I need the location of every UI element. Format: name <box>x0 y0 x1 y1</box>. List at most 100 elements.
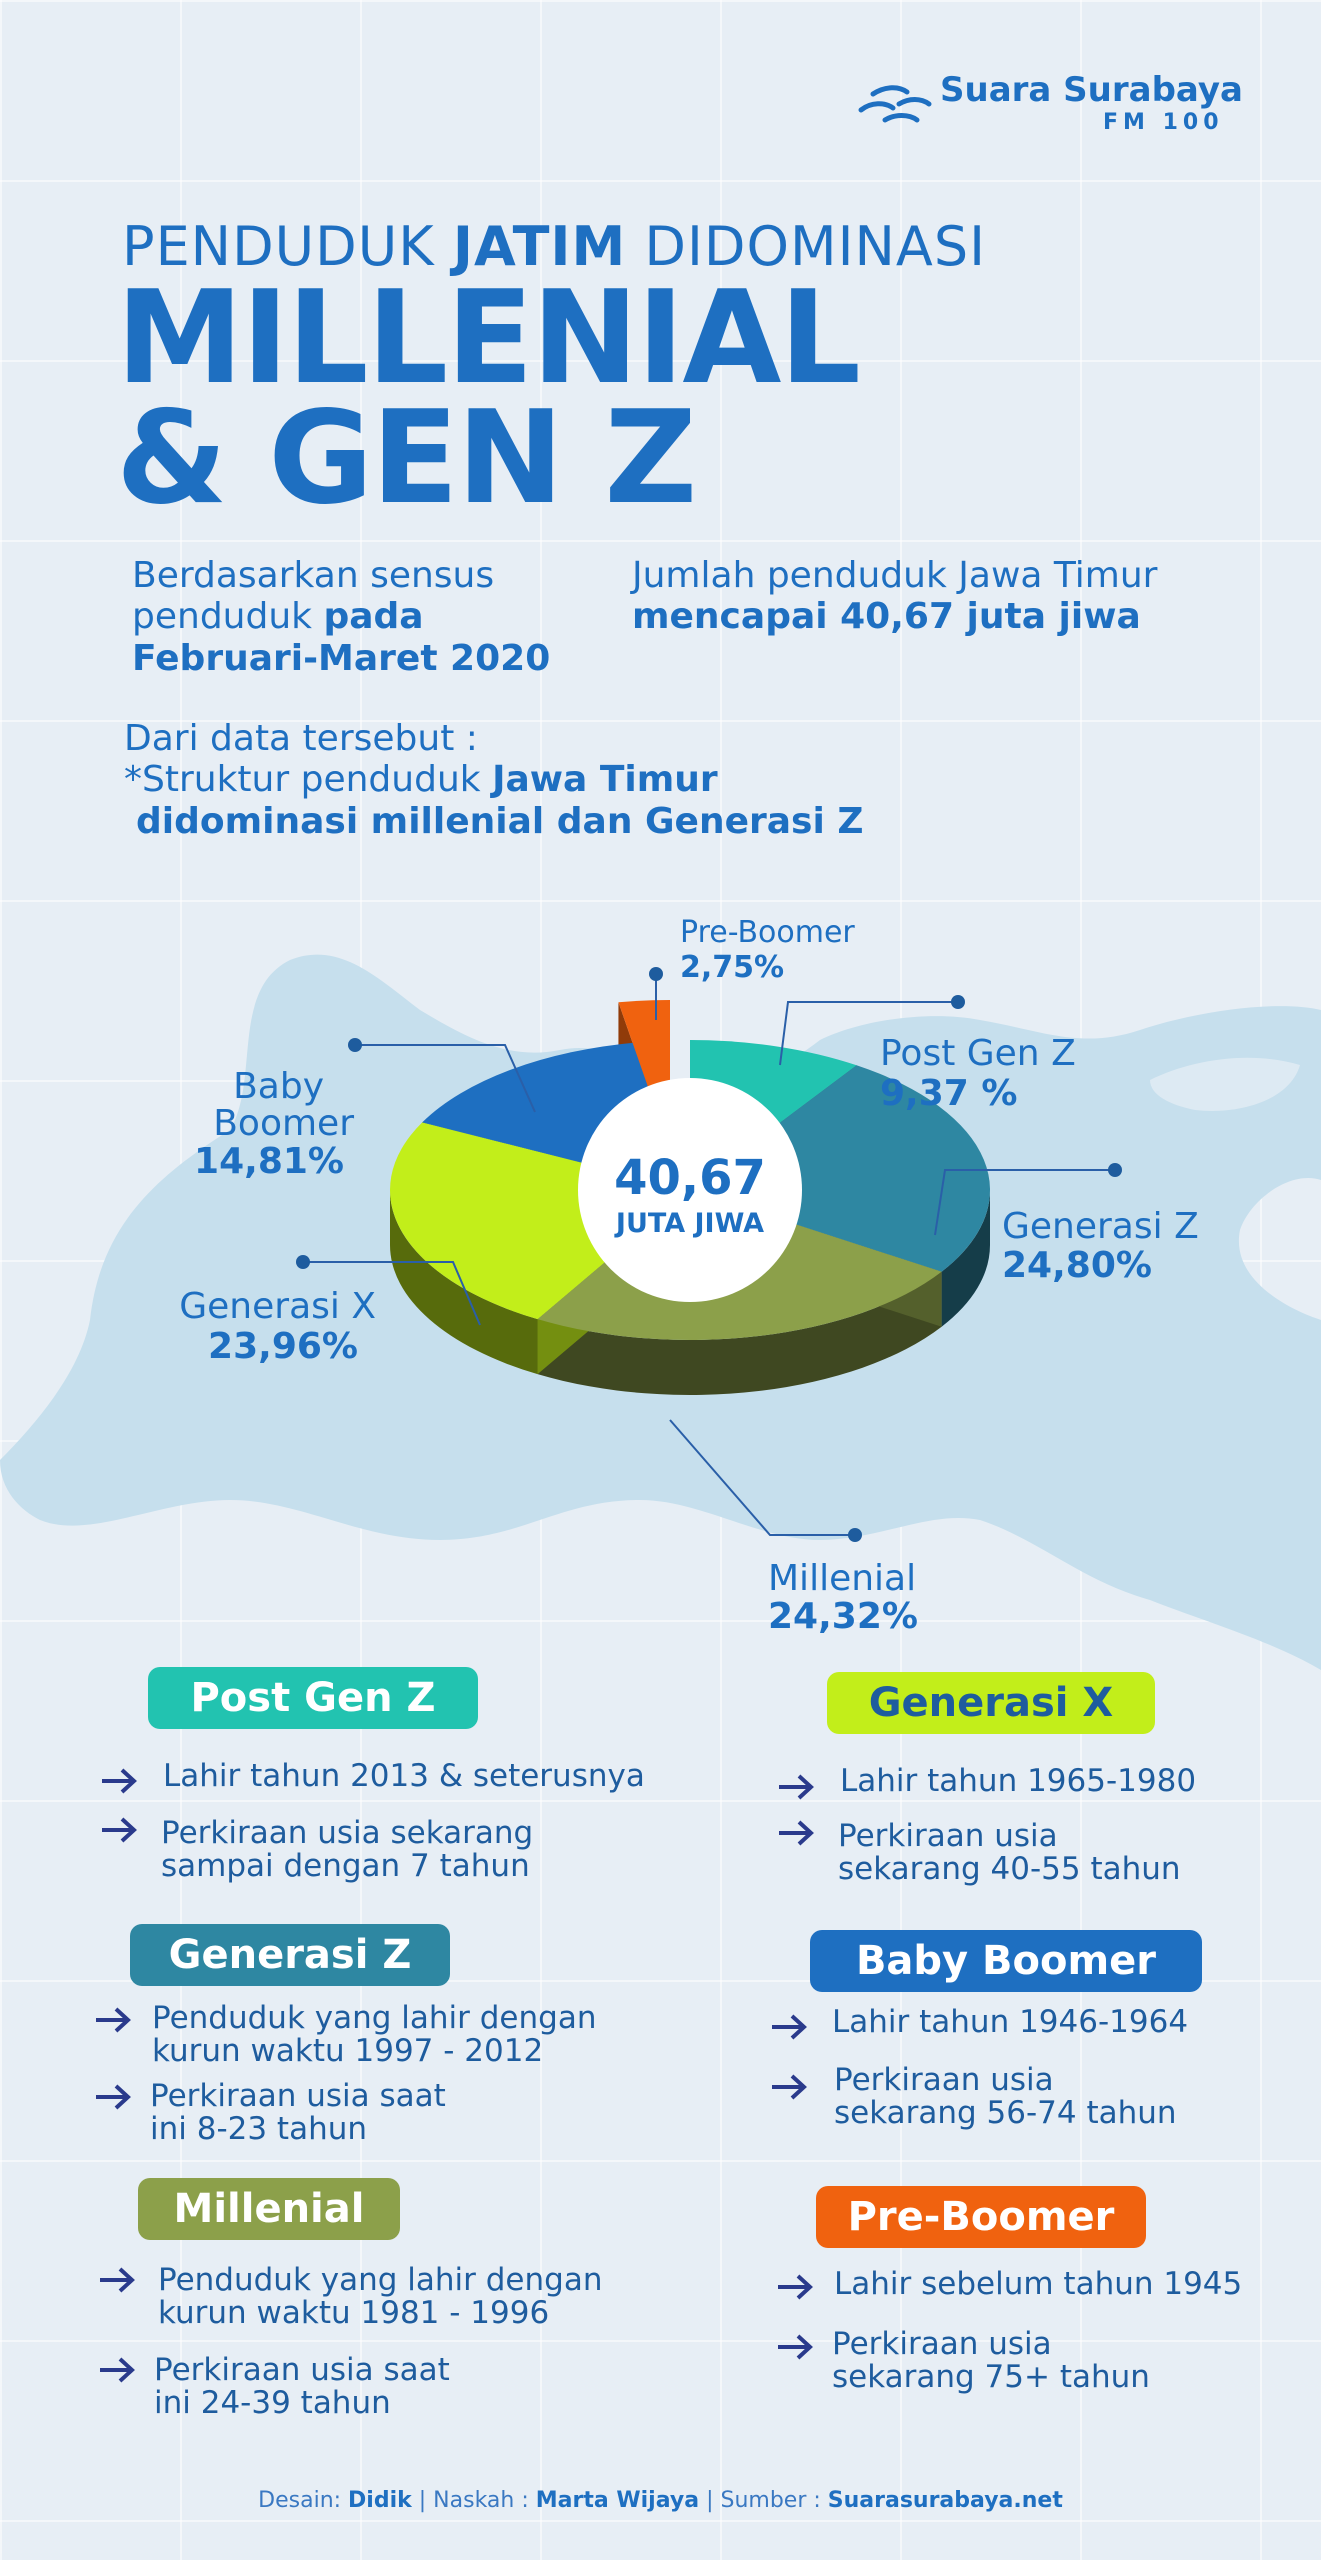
headline-bold: JATIM <box>452 215 627 278</box>
footer-sumber: Suarasurabaya.net <box>827 2488 1063 2513</box>
legend-pre-boomer-item2b: sekarang 75+ tahun <box>832 2358 1150 2395</box>
headline-gen-z: & GEN Z <box>116 384 697 533</box>
legend-millenial-item2a: Perkiraan usia saat <box>154 2352 450 2388</box>
leader-line-generasi-z <box>934 1169 1115 1236</box>
headline-millenial: MILLENIAL <box>116 264 861 413</box>
arrow-right-icon <box>772 2074 807 2100</box>
legend-generasi-x-item2: Perkiraan usia sekarang 40-55 tahun <box>838 1820 1181 1885</box>
logo-mark-icon <box>858 85 932 123</box>
legend-generasi-z-item2: Perkiraan usia saat ini 8-23 tahun <box>150 2080 446 2145</box>
arrow-right-icon <box>772 2014 807 2040</box>
intro-right: Jumlah penduduk Jawa Timur mencapai 40,6… <box>632 555 1312 638</box>
intro-left-line3: Februari-Maret 2020 <box>132 637 551 679</box>
label-name-post-gen-z: Post Gen Z <box>880 1033 1076 1074</box>
legend-millenial-item1: Penduduk yang lahir dengan kurun waktu 19… <box>158 2264 602 2329</box>
intro-from-data: Dari data tersebut : <box>124 718 478 759</box>
intro-left-line1: Berdasarkan sensus <box>132 555 495 596</box>
arrow-right-icon <box>102 1768 137 1794</box>
legend-millenial-title: Millenial <box>138 2178 400 2240</box>
leader-dot-baby-boomer <box>348 1038 362 1052</box>
legend-baby-boomer-title: Baby Boomer <box>810 1930 1202 1992</box>
label-value-millenial: 24,32% <box>768 1596 918 1637</box>
leader-line-post-gen-z <box>779 1001 958 1066</box>
legend-baby-boomer-item2a: Perkiraan usia <box>834 2062 1054 2098</box>
arrow-right-icon <box>778 2334 813 2360</box>
intro-struct-line1: *Struktur penduduk Jawa Timur <box>124 759 1224 800</box>
pie-center-circle <box>578 1078 802 1302</box>
logo-sub: FM 100 <box>1103 110 1224 135</box>
leader-dot-millenial <box>848 1528 862 1542</box>
legend-millenial-item1a: Penduduk yang lahir dengan <box>158 2262 603 2298</box>
legend-baby-boomer-item1: Lahir tahun 1946-1964 <box>832 2004 1189 2040</box>
legend-pre-boomer-item2a: Perkiraan usia <box>832 2326 1052 2362</box>
legend-pre-boomer-item2: Perkiraan usia sekarang 75+ tahun <box>832 2328 1150 2393</box>
pie-side-generasi-x <box>390 1190 538 1375</box>
legend-generasi-z-item1a: Penduduk yang lahir dengan <box>152 2000 597 2036</box>
leader-dot-post-gen-z <box>951 995 965 1009</box>
legend-generasi-x-item1: Lahir tahun 1965-1980 <box>840 1763 1197 1799</box>
legend-post-gen-z-item2: Perkiraan usia sekarang sampai dengan 7 t… <box>161 1817 533 1882</box>
legend-generasi-z-item1: Penduduk yang lahir dengan kurun waktu 19… <box>152 2002 596 2067</box>
leader-dot-generasi-x <box>296 1255 310 1269</box>
intro-struct-c: didominasi millenial dan Generasi Z <box>136 800 864 842</box>
leader-line-baby-boomer <box>355 1044 536 1113</box>
legend-generasi-z-item2b: ini 8-23 tahun <box>150 2110 368 2147</box>
intro-right-line1: Jumlah penduduk Jawa Timur <box>632 555 1158 596</box>
pie-side-generasi-z <box>941 1190 990 1327</box>
leader-dot-generasi-z <box>1108 1163 1122 1177</box>
headline-line1: PENDUDUK JATIM DIDOMINASI <box>122 215 986 278</box>
label-value-generasi-z: 24,80% <box>1002 1245 1152 1286</box>
headline-pre: PENDUDUK <box>122 215 453 278</box>
label-name-millenial: Millenial <box>768 1558 916 1599</box>
footer-naskah-label: | Naskah : <box>411 2488 536 2513</box>
leader-line-millenial <box>669 1419 855 1536</box>
label-value-post-gen-z: 9,37 % <box>880 1073 1017 1114</box>
footer-credits: Desain: Didik | Naskah : Marta Wijaya | … <box>0 2488 1321 2513</box>
arrow-right-icon <box>96 2084 131 2110</box>
legend-pre-boomer-title: Pre-Boomer <box>816 2186 1146 2248</box>
legend-generasi-z-item1b: kurun waktu 1997 - 2012 <box>152 2032 544 2069</box>
intro-structure: Dari data tersebut : *Struktur penduduk … <box>124 718 1224 842</box>
legend-generasi-z-title: Generasi Z <box>130 1924 450 1986</box>
pie-center-value: 40,67 <box>614 1150 766 1206</box>
label-name-baby-boomer: Baby <box>233 1066 324 1107</box>
leader-line-generasi-x <box>303 1261 481 1326</box>
legend-millenial-item1b: kurun waktu 1981 - 1996 <box>158 2294 550 2331</box>
legend-millenial-item2b: ini 24-39 tahun <box>154 2384 391 2421</box>
label-name-generasi-x: Generasi X <box>179 1286 376 1327</box>
legend-post-gen-z-item2b: sampai dengan 7 tahun <box>161 1847 530 1884</box>
legend-millenial-item2: Perkiraan usia saat ini 24-39 tahun <box>154 2354 450 2419</box>
intro-left-line2a: penduduk <box>132 596 324 638</box>
intro-left-line2b: pada <box>323 596 424 638</box>
arrow-right-icon <box>778 2274 813 2300</box>
leader-dot-pre-boomer <box>649 967 663 981</box>
legend-generasi-z-item2a: Perkiraan usia saat <box>150 2078 446 2114</box>
label-value-baby-boomer: 14,81% <box>194 1141 344 1182</box>
footer-desain: Didik <box>348 2488 412 2513</box>
label-value-generasi-x: 23,96% <box>208 1326 358 1367</box>
label-name-baby-boomer: Boomer <box>213 1103 354 1144</box>
legend-generasi-x-item2a: Perkiraan usia <box>838 1818 1058 1854</box>
footer-naskah: Marta Wijaya <box>535 2488 700 2513</box>
legend-post-gen-z-title: Post Gen Z <box>148 1667 478 1729</box>
legend-baby-boomer-item2b: sekarang 56-74 tahun <box>834 2094 1177 2131</box>
pie-center-label: JUTA JIWA <box>614 1208 764 1239</box>
arrow-right-icon <box>100 2267 135 2293</box>
legend-post-gen-z-item2a: Perkiraan usia sekarang <box>161 1815 534 1851</box>
intro-right-line2: mencapai 40,67 juta jiwa <box>632 596 1141 638</box>
legend-post-gen-z-item1: Lahir tahun 2013 & seterusnya <box>163 1758 645 1794</box>
arrow-right-icon <box>102 1817 137 1843</box>
suara-surabaya-logo: Suara Surabaya FM 100 <box>855 68 1255 148</box>
pie-slice-generasi-z <box>690 1065 991 1272</box>
logo-name: Suara Surabaya <box>940 70 1243 110</box>
label-value-pre-boomer: 2,75% <box>680 950 784 985</box>
legend-pre-boomer-item1: Lahir sebelum tahun 1945 <box>834 2266 1243 2302</box>
pie-side-millenial <box>537 1271 942 1395</box>
arrow-right-icon <box>779 1774 814 1800</box>
footer-sumber-label: | Sumber : <box>699 2488 828 2513</box>
arrow-right-icon <box>96 2007 131 2033</box>
legend-baby-boomer-item2: Perkiraan usia sekarang 56-74 tahun <box>834 2064 1177 2129</box>
intro-struct-a: *Struktur penduduk <box>124 759 493 801</box>
intro-left-line2: penduduk pada <box>132 596 612 637</box>
